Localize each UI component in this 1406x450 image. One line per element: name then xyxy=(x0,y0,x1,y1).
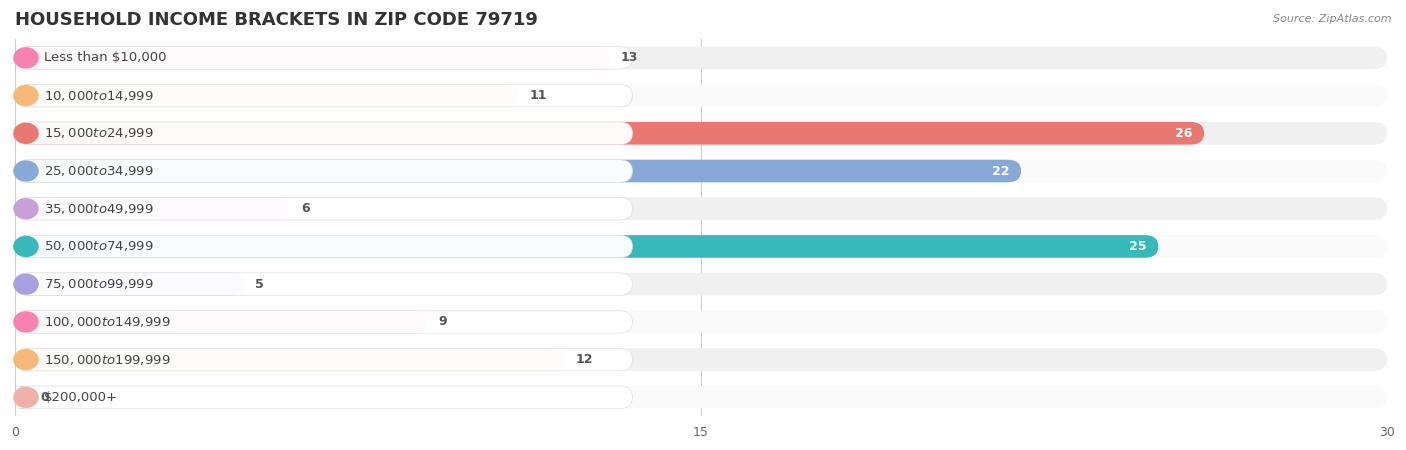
FancyBboxPatch shape xyxy=(15,273,1386,296)
Circle shape xyxy=(14,274,38,294)
Text: $15,000 to $24,999: $15,000 to $24,999 xyxy=(44,126,153,140)
FancyBboxPatch shape xyxy=(15,386,633,409)
FancyBboxPatch shape xyxy=(15,273,633,296)
Text: $150,000 to $199,999: $150,000 to $199,999 xyxy=(44,353,170,367)
Text: Less than $10,000: Less than $10,000 xyxy=(44,51,166,64)
Circle shape xyxy=(14,199,38,219)
Text: 11: 11 xyxy=(530,89,547,102)
FancyBboxPatch shape xyxy=(15,84,519,107)
FancyBboxPatch shape xyxy=(15,310,1386,333)
Text: $50,000 to $74,999: $50,000 to $74,999 xyxy=(44,239,153,253)
Text: 12: 12 xyxy=(575,353,593,366)
Text: $25,000 to $34,999: $25,000 to $34,999 xyxy=(44,164,153,178)
Text: $75,000 to $99,999: $75,000 to $99,999 xyxy=(44,277,153,291)
FancyBboxPatch shape xyxy=(15,46,610,69)
FancyBboxPatch shape xyxy=(15,160,633,182)
FancyBboxPatch shape xyxy=(15,46,1386,69)
Text: 9: 9 xyxy=(439,315,447,328)
FancyBboxPatch shape xyxy=(15,198,1386,220)
FancyBboxPatch shape xyxy=(15,46,633,69)
Text: 5: 5 xyxy=(254,278,264,291)
FancyBboxPatch shape xyxy=(15,122,1386,144)
FancyBboxPatch shape xyxy=(15,198,290,220)
FancyBboxPatch shape xyxy=(15,348,1386,371)
Circle shape xyxy=(14,350,38,369)
Text: 0: 0 xyxy=(41,391,49,404)
Text: $200,000+: $200,000+ xyxy=(44,391,118,404)
Circle shape xyxy=(14,312,38,332)
Circle shape xyxy=(14,237,38,256)
Circle shape xyxy=(14,48,38,68)
FancyBboxPatch shape xyxy=(15,386,1386,409)
FancyBboxPatch shape xyxy=(15,160,1386,182)
FancyBboxPatch shape xyxy=(15,160,1021,182)
FancyBboxPatch shape xyxy=(15,348,564,371)
Circle shape xyxy=(14,387,38,407)
FancyBboxPatch shape xyxy=(15,235,1386,258)
Circle shape xyxy=(14,123,38,143)
FancyBboxPatch shape xyxy=(15,84,1386,107)
Circle shape xyxy=(14,86,38,106)
Text: 25: 25 xyxy=(1129,240,1147,253)
Text: 6: 6 xyxy=(301,202,309,215)
Text: 26: 26 xyxy=(1175,127,1192,140)
FancyBboxPatch shape xyxy=(15,348,633,371)
FancyBboxPatch shape xyxy=(15,386,30,409)
Text: $100,000 to $149,999: $100,000 to $149,999 xyxy=(44,315,170,329)
Text: $35,000 to $49,999: $35,000 to $49,999 xyxy=(44,202,153,216)
FancyBboxPatch shape xyxy=(15,235,633,258)
FancyBboxPatch shape xyxy=(15,273,243,296)
Text: 22: 22 xyxy=(993,165,1010,177)
FancyBboxPatch shape xyxy=(15,122,633,144)
FancyBboxPatch shape xyxy=(15,84,633,107)
FancyBboxPatch shape xyxy=(15,122,1204,144)
Text: 13: 13 xyxy=(621,51,638,64)
Circle shape xyxy=(14,161,38,181)
FancyBboxPatch shape xyxy=(15,310,633,333)
Text: HOUSEHOLD INCOME BRACKETS IN ZIP CODE 79719: HOUSEHOLD INCOME BRACKETS IN ZIP CODE 79… xyxy=(15,11,538,29)
FancyBboxPatch shape xyxy=(15,310,426,333)
FancyBboxPatch shape xyxy=(15,198,633,220)
Text: Source: ZipAtlas.com: Source: ZipAtlas.com xyxy=(1274,14,1392,23)
FancyBboxPatch shape xyxy=(15,235,1159,258)
Text: $10,000 to $14,999: $10,000 to $14,999 xyxy=(44,89,153,103)
